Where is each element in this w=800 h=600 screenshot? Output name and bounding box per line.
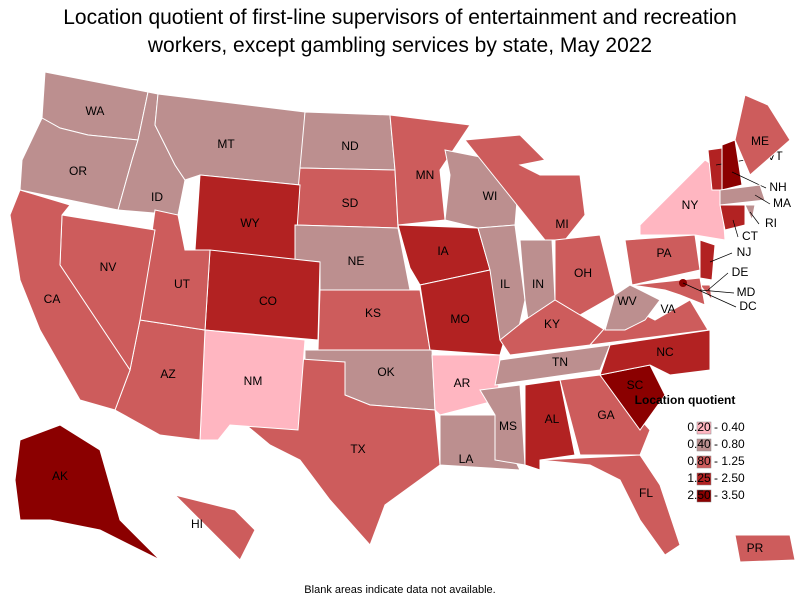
state-label: MO [450,312,469,326]
state-region [539,454,681,556]
state-label: IL [500,277,510,291]
state-label: DC [739,299,757,313]
leader-line [754,194,771,205]
state-label: IN [532,277,544,291]
state-label: IA [437,244,448,258]
leader-line [749,211,760,225]
state-label: OK [377,365,394,379]
legend-label: 2.50 - 3.50 [687,488,745,502]
state-label: MT [217,137,235,151]
state-label: AZ [160,367,175,381]
state-region [173,494,256,561]
state-label: MS [499,419,517,433]
state-label: PR [747,541,764,555]
leader-line [732,219,739,238]
state-label: AK [52,469,68,483]
state-region [699,239,716,281]
state-region [719,184,766,206]
state-label: NM [244,374,263,388]
state-label: TX [350,442,365,456]
state-label: LA [459,452,474,466]
state-label: MA [773,196,791,210]
state-label: CO [259,294,277,308]
legend-label: 0.80 - 1.25 [687,454,745,468]
state-label: NH [769,180,786,194]
state-region [9,189,131,411]
state-label: CT [742,229,759,243]
state-label: NV [100,260,117,274]
legend-title: Location quotient [635,393,736,407]
state-region [734,94,791,176]
state-region [14,424,161,561]
state-label: SD [342,196,359,210]
state-label: KS [365,306,381,320]
state-label: ME [751,134,769,148]
state-label: NC [656,345,674,359]
state-label: MD [737,285,756,299]
state-region [599,329,711,376]
state-label: WI [483,189,498,203]
legend-swatch [696,438,712,452]
state-label: PA [656,246,671,260]
state-region [734,534,796,563]
footnote: Blank areas indicate data not available. [304,584,496,596]
leader-line [682,282,737,308]
state-label: WY [240,216,259,230]
state-label: ID [151,190,163,204]
legend-label: 1.25 - 2.50 [687,471,745,485]
state-label: MN [416,168,435,182]
state-label: WA [86,104,105,118]
state-label: NY [682,198,699,212]
state-label: AR [454,376,471,390]
state-label: NE [348,254,365,268]
state-label: ND [341,139,359,153]
state-label: HI [191,517,203,531]
state-label: KY [544,317,560,331]
state-label: OH [574,266,592,280]
legend-swatch [696,455,712,469]
legend-label: 0.20 - 0.40 [687,420,745,434]
state-label: DE [732,265,749,279]
state-region [719,204,746,231]
state-label: WV [617,294,636,308]
legend-label: 0.40 - 0.80 [687,437,745,451]
state-label: RI [765,216,777,230]
legend-swatch [696,421,712,435]
map-title: Location quotient of first-line supervis… [63,6,737,57]
state-label: AL [545,412,560,426]
state-label: CA [44,292,61,306]
state-label: MI [555,217,568,231]
state-region [494,344,611,386]
state-region [559,374,651,456]
state-region [499,299,606,356]
state-region [554,234,616,316]
state-label: OR [69,164,87,178]
state-label: TN [552,355,568,369]
state-region [431,354,501,416]
state-label: SC [627,378,644,392]
leader-line [699,289,735,294]
state-label: UT [174,277,191,291]
legend-swatch [696,489,712,503]
state-region [604,284,661,331]
leader-line [707,272,729,291]
state-label: FL [639,486,653,500]
state-label: VA [660,302,675,316]
legend-swatch [696,472,712,486]
state-label: GA [597,408,614,422]
state-region [464,134,586,241]
leader-line [709,252,733,263]
state-region [479,384,526,466]
state-region [721,139,743,191]
state-label: NJ [737,245,752,259]
